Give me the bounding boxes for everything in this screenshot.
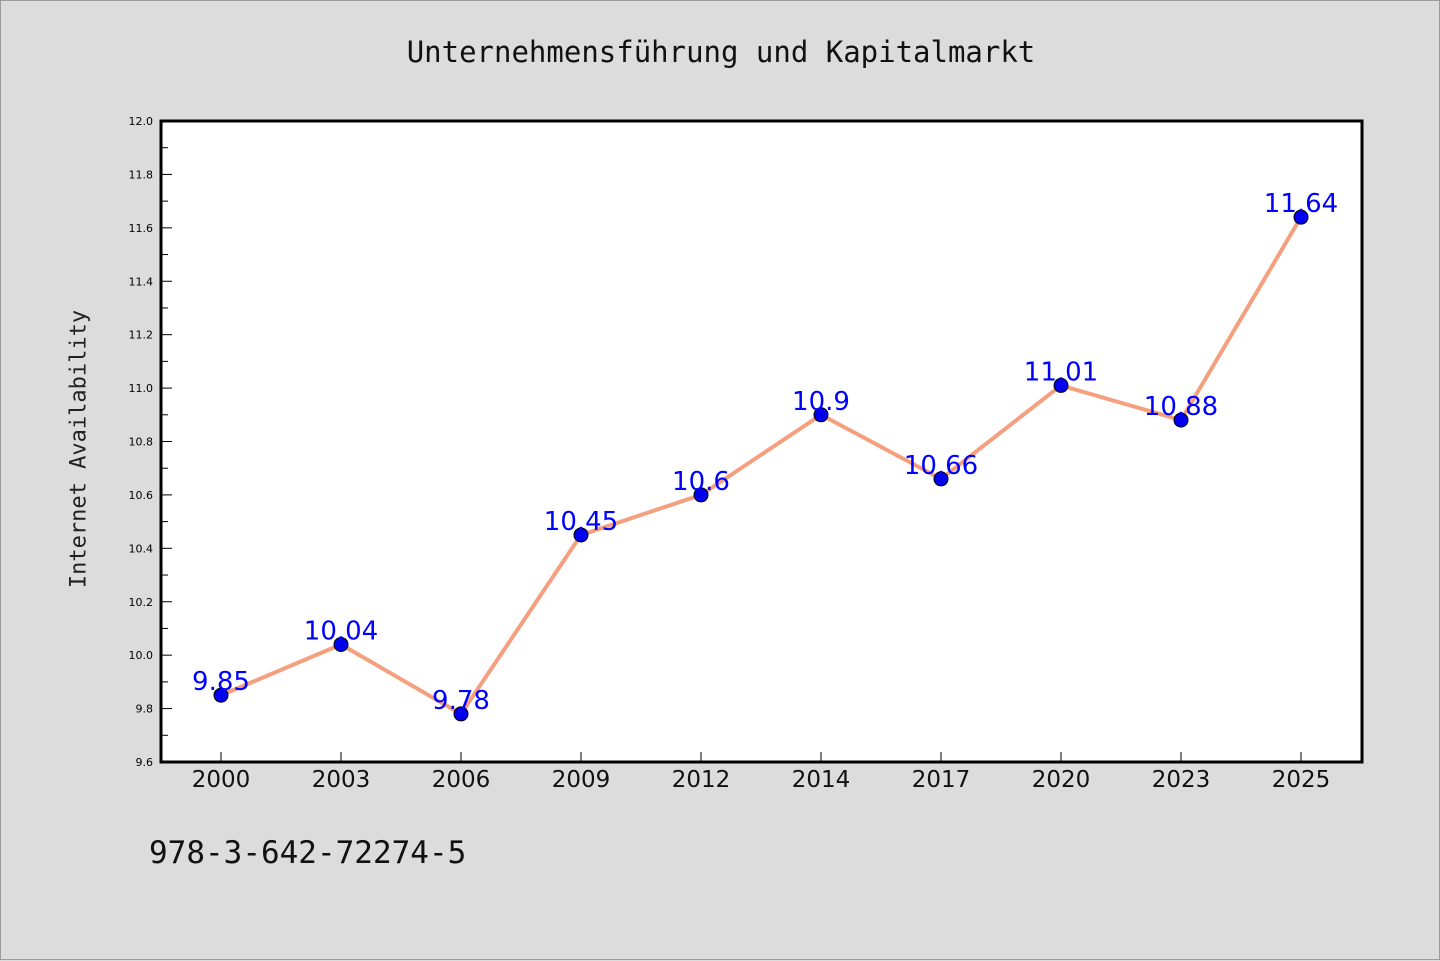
y-tick-label: 12.0 xyxy=(129,115,154,128)
y-tick-label: 10.8 xyxy=(129,436,154,449)
x-tick-label: 2000 xyxy=(192,767,251,793)
data-label: 11.64 xyxy=(1264,189,1338,219)
y-axis: 9.6 9.8 10.0 10.2 10.4 10.6 10.8 11.0 11.2 11.4 11… xyxy=(129,115,172,769)
x-tick-label: 2025 xyxy=(1272,767,1331,793)
y-tick-label: 9.8 xyxy=(136,703,154,716)
data-label: 10.66 xyxy=(904,451,978,481)
data-point xyxy=(933,471,949,487)
y-tick-label: 11.8 xyxy=(129,168,154,181)
y-tick-label: 10.0 xyxy=(129,649,154,662)
data-point xyxy=(1173,412,1189,428)
data-point xyxy=(813,407,829,423)
data-label: 10.88 xyxy=(1144,392,1218,422)
data-point xyxy=(693,487,709,503)
series-group: 9.85 10.04 9.78 10.45 10.6 10.9 10.66 11.01 10.8… xyxy=(192,189,1338,722)
data-label: 9.85 xyxy=(192,667,250,697)
x-tick-label: 2003 xyxy=(312,767,371,793)
isbn-text: 978-3-642-72274-5 xyxy=(149,835,467,871)
y-tick-label: 11.4 xyxy=(129,275,154,288)
data-label: 9.78 xyxy=(432,686,490,716)
x-tick-label: 2014 xyxy=(792,767,851,793)
data-label: 11.01 xyxy=(1024,357,1098,387)
data-point xyxy=(213,687,229,703)
data-label: 10.04 xyxy=(304,616,378,646)
x-tick-label: 2012 xyxy=(672,767,731,793)
x-tick-label: 2017 xyxy=(912,767,971,793)
plot-area xyxy=(159,119,1364,764)
y-tick-label: 10.2 xyxy=(129,596,154,609)
data-label: 10.9 xyxy=(792,387,850,417)
data-label: 10.45 xyxy=(544,507,618,537)
data-point xyxy=(573,527,589,543)
x-tick-label: 2020 xyxy=(1032,767,1091,793)
y-tick-label: 10.4 xyxy=(129,542,154,555)
series-line xyxy=(220,216,1303,716)
y-tick-label: 11.6 xyxy=(129,222,154,235)
data-point xyxy=(1293,209,1309,225)
x-tick-label: 2006 xyxy=(432,767,491,793)
data-point xyxy=(1053,377,1069,393)
x-tick-label: 2009 xyxy=(552,767,611,793)
data-point xyxy=(453,706,469,722)
data-label: 10.6 xyxy=(672,467,730,497)
chart-title: Unternehmensführung und Kapitalmarkt xyxy=(406,35,1036,69)
y-tick-label: 11.2 xyxy=(129,329,154,342)
data-point xyxy=(333,636,349,652)
x-tick-label: 2023 xyxy=(1152,767,1211,793)
y-tick-label: 9.6 xyxy=(136,756,154,769)
y-tick-label: 11.0 xyxy=(129,382,154,395)
x-axis: 2000 2003 2006 2009 2012 2014 2017 2020 2023 2025 xyxy=(192,752,1331,793)
y-tick-label: 10.6 xyxy=(129,489,154,502)
